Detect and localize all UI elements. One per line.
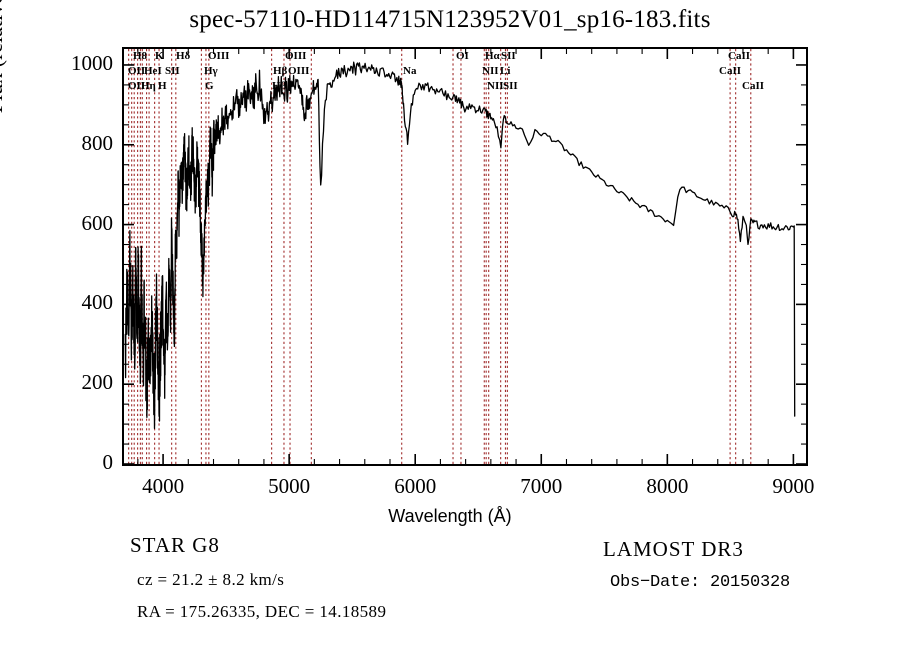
x-tick-4000: 4000 <box>142 474 185 498</box>
redshift-value: cz = 21.2 ± 8.2 km/s <box>137 570 285 589</box>
x-axis-title: Wavelength (Å) <box>388 506 512 526</box>
x-tick-9000: 9000 <box>772 474 815 498</box>
spectral-line-label: Hα <box>485 50 500 62</box>
coordinates: RA = 175.26335, DEC = 14.18589 <box>137 602 387 621</box>
spectral-line-label: OIII <box>288 65 310 77</box>
spectral-line-label: Na <box>403 65 417 77</box>
spectral-line-label: OIII <box>285 50 307 62</box>
y-tick-200: 200 <box>81 370 114 395</box>
spectral-line-label: H8 <box>133 50 148 62</box>
spectral-line-label: SII <box>503 80 518 92</box>
spectral-line-label: Li <box>500 65 511 77</box>
spectral-line-label: CaII <box>742 80 765 92</box>
spectral-line-label: Hβ <box>272 80 287 92</box>
y-tick-400: 400 <box>81 290 114 315</box>
spectral-line-label: OII <box>128 65 146 77</box>
x-tick-6000: 6000 <box>394 474 437 498</box>
plot-canvas <box>124 49 806 464</box>
spectrum-svg <box>124 49 796 464</box>
spectral-line-label: NII <box>487 80 504 92</box>
spectral-line-label: OIII <box>208 50 230 62</box>
spectral-line-label: CaII <box>719 65 742 77</box>
spectral-line-label: Hβ <box>273 65 288 77</box>
y-axis-title: Flux (relative) <box>0 0 7 114</box>
spectral-line-label: H <box>158 80 167 92</box>
x-tick-8000: 8000 <box>646 474 689 498</box>
object-class: STAR G8 <box>130 533 220 557</box>
spectral-line-label: SII <box>501 50 516 62</box>
spectral-line-label: HeI <box>144 65 162 77</box>
spectral-line-label: G <box>205 80 214 92</box>
y-tick-0: 0 <box>102 450 114 474</box>
y-tick-600: 600 <box>81 210 114 235</box>
spectral-line-label: SII <box>165 65 180 77</box>
page-title: spec-57110-HD114715N123952V01_sp16-183.f… <box>189 6 711 33</box>
spectral-line-label: K <box>155 50 164 62</box>
survey-name: LAMOST DR3 <box>603 537 744 561</box>
observation-date: Obs−Date: 20150328 <box>610 573 791 592</box>
y-tick-1000: 1000 <box>71 50 113 75</box>
y-tick-800: 800 <box>81 130 114 155</box>
spectral-line-label: OII <box>128 80 146 92</box>
spectral-line-label: Hη <box>141 80 156 92</box>
spectral-line-label: NII <box>482 65 499 77</box>
x-tick-7000: 7000 <box>520 474 563 498</box>
spectral-line-label: OI <box>456 50 469 62</box>
spectral-line-label: Hγ <box>204 65 218 77</box>
spectral-line-label: Hδ <box>176 50 191 62</box>
spectral-line-label: CaII <box>728 50 751 62</box>
plot-frame <box>122 47 808 466</box>
x-tick-5000: 5000 <box>268 474 311 498</box>
